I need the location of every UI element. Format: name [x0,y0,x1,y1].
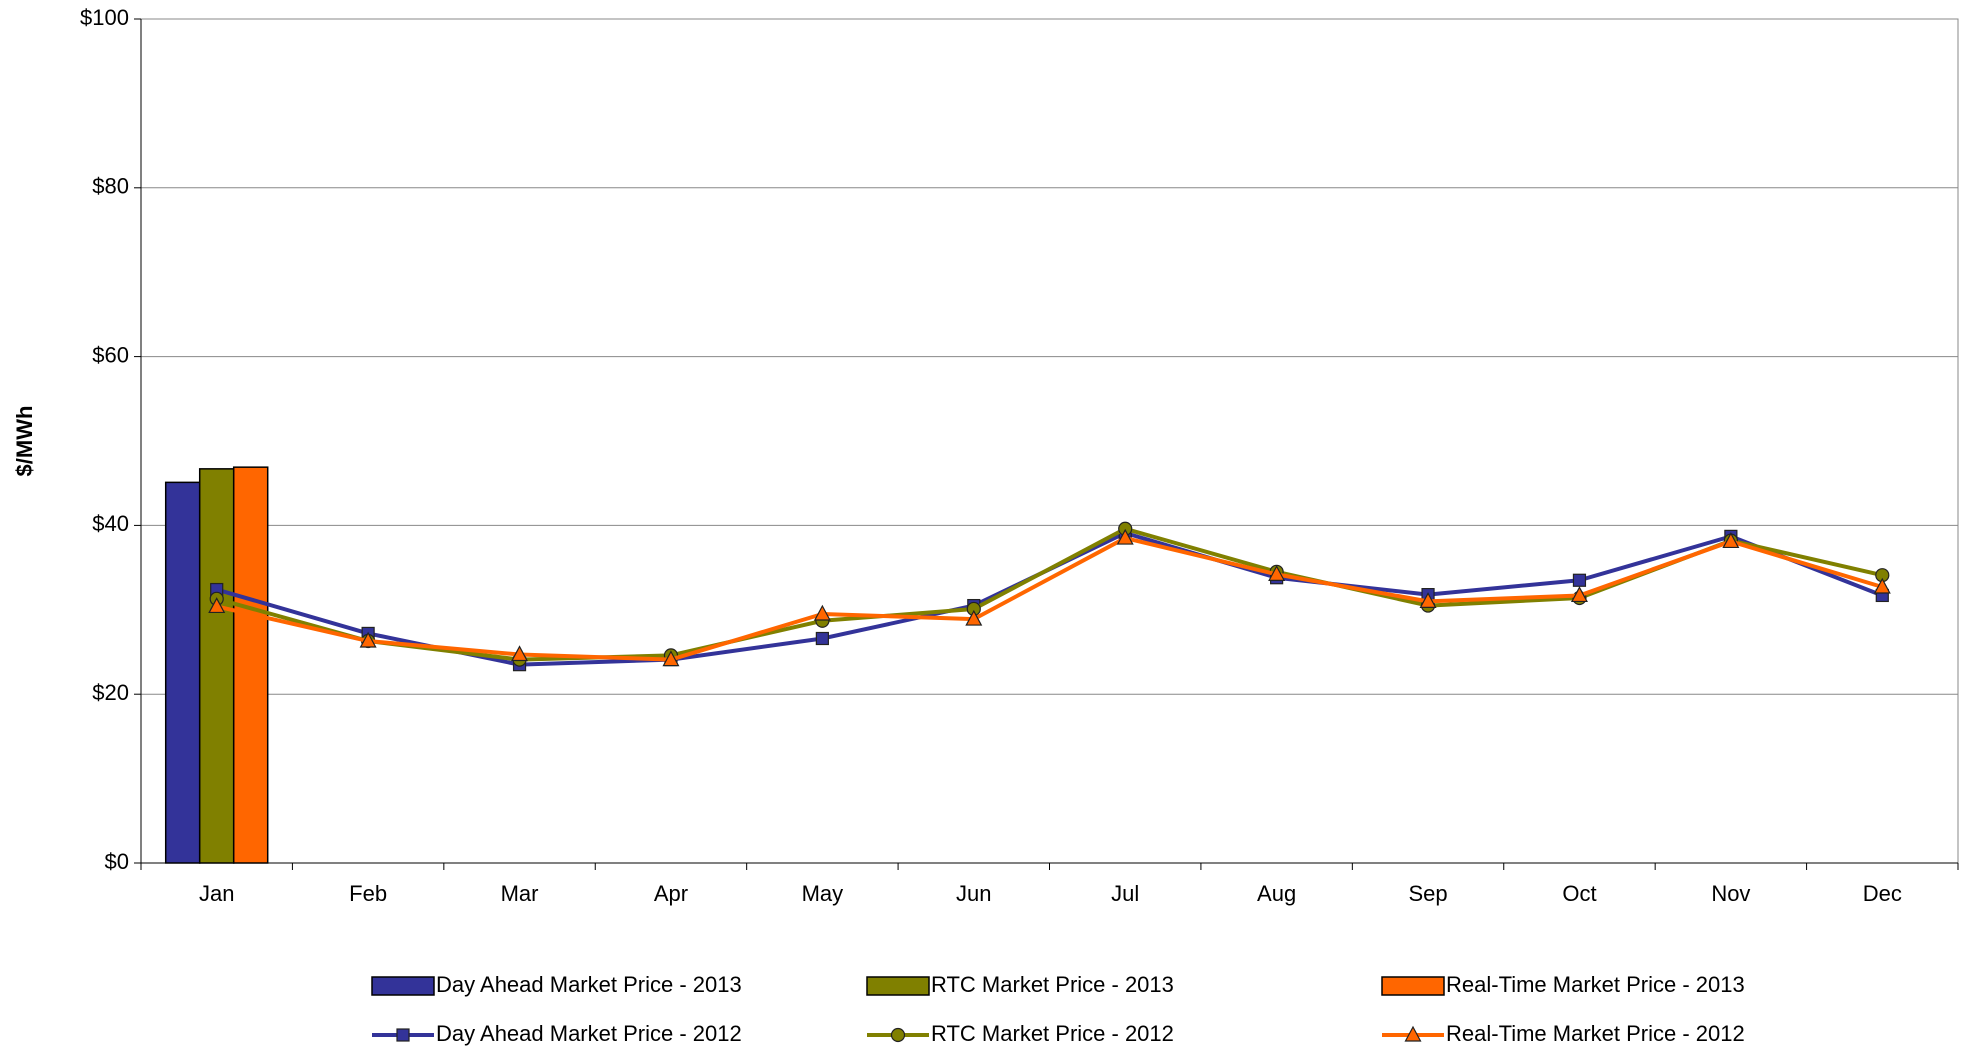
legend-label: Real-Time Market Price - 2012 [1446,1021,1745,1046]
marker [965,609,983,626]
y-tick-label: $40 [92,511,129,536]
legend-label: Real-Time Market Price - 2013 [1446,972,1745,997]
x-tick-label: Nov [1711,881,1750,906]
marker [1116,528,1134,545]
y-tick-label: $20 [92,680,129,705]
legend-label: Day Ahead Market Price - 2013 [436,972,742,997]
x-tick-label: Sep [1408,881,1447,906]
bar [198,468,235,864]
marker [396,1028,410,1042]
legend-label: RTC Market Price - 2013 [931,972,1174,997]
legend-entry: RTC Market Price - 2012 [867,1021,1174,1046]
marker [359,631,377,648]
marker [1572,573,1587,587]
legend-entry: Day Ahead Market Price - 2012 [372,1021,742,1046]
legend-swatch [866,976,930,996]
y-tick-label: $0 [105,849,129,874]
marker [1873,577,1891,594]
marker [1722,532,1740,549]
marker [1268,565,1286,581]
x-tick-label: Feb [349,881,387,906]
legend-entry: Real-Time Market Price - 2012 [1382,1021,1745,1046]
x-tick-label: Jan [199,881,234,906]
x-tick-label: Apr [654,881,688,906]
y-tick-label: $60 [92,342,129,367]
x-tick-label: Jul [1111,881,1139,906]
y-axis-label: $/MWh [12,406,37,477]
marker [890,1027,906,1043]
bar [232,466,269,864]
x-tick-label: May [802,881,844,906]
x-tick-label: Jun [956,881,991,906]
marker [208,597,226,614]
legend-entry: Real-Time Market Price - 2013 [1381,972,1745,997]
x-tick-label: Mar [501,881,539,906]
legend-label: Day Ahead Market Price - 2012 [436,1021,742,1046]
marker [511,645,529,662]
legend-label: RTC Market Price - 2012 [931,1021,1174,1046]
x-tick-label: Oct [1562,881,1596,906]
marker [662,650,680,667]
legend-entry: Day Ahead Market Price - 2013 [371,972,742,997]
x-tick-label: Aug [1257,881,1296,906]
marker [813,604,831,621]
marker [1419,592,1437,608]
legend-swatch [1381,976,1445,996]
bar [164,481,201,864]
legend-swatch [371,976,435,996]
y-tick-label: $100 [80,5,129,30]
plot-area [140,18,1959,864]
marker [815,631,829,646]
y-tick-label: $80 [92,174,129,199]
legend-entry: RTC Market Price - 2013 [866,972,1174,997]
marker [1404,1025,1422,1042]
line [216,536,1883,662]
x-tick-label: Dec [1863,881,1902,906]
marker [1570,586,1588,603]
